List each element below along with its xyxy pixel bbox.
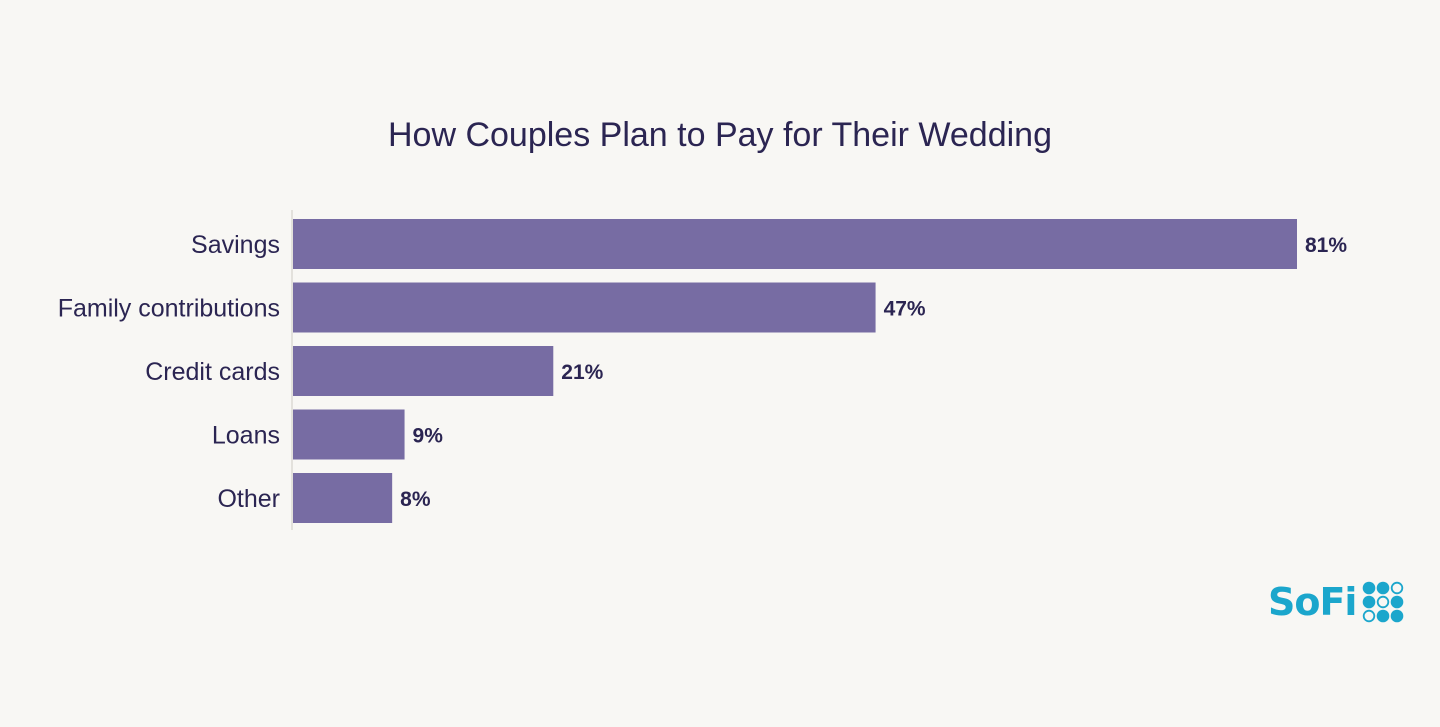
bar	[293, 409, 405, 460]
bar	[293, 473, 393, 523]
value-label: 21%	[561, 361, 603, 384]
category-label: Loans	[212, 422, 280, 450]
category-label: Family contributions	[58, 295, 280, 323]
bar	[293, 219, 1297, 269]
category-label: Other	[217, 485, 280, 513]
value-label: 81%	[1305, 234, 1347, 257]
value-label: 47%	[884, 298, 926, 321]
bar	[293, 282, 876, 333]
logo-dots-icon	[1363, 581, 1404, 623]
logo-dot	[1391, 595, 1404, 609]
logo-dot	[1363, 609, 1376, 623]
logo-text: SoFi	[1268, 580, 1357, 624]
logo-dot	[1377, 609, 1390, 623]
logo-dot	[1391, 581, 1404, 595]
value-label: 9%	[413, 425, 444, 448]
category-label: Credit cards	[145, 358, 280, 386]
logo-dot	[1377, 595, 1390, 609]
logo-dot	[1377, 581, 1390, 595]
value-label: 8%	[400, 488, 431, 511]
category-label: Savings	[191, 231, 280, 259]
logo-dot	[1391, 609, 1404, 623]
bar	[293, 346, 554, 396]
sofi-logo: SoFi	[1268, 580, 1406, 624]
chart-title: How Couples Plan to Pay for Their Weddin…	[388, 116, 1052, 154]
logo-dot	[1363, 595, 1376, 609]
logo-dot	[1363, 581, 1376, 595]
